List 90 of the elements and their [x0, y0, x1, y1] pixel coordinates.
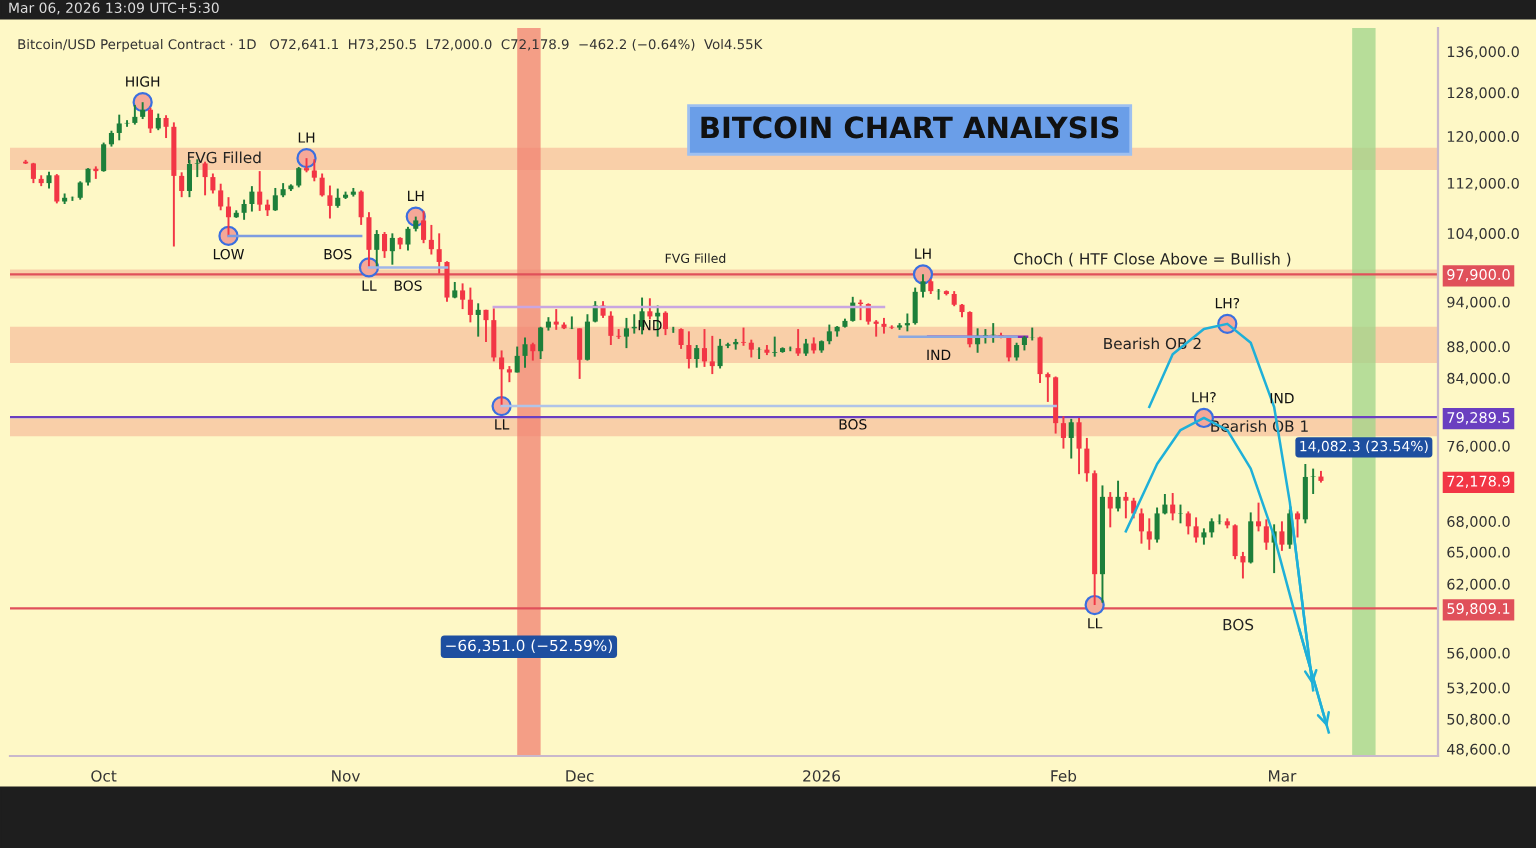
candlestick — [483, 308, 489, 343]
candlestick — [179, 171, 185, 199]
candlestick — [717, 337, 723, 370]
candlestick — [1209, 517, 1215, 539]
candlestick — [1068, 417, 1074, 460]
candlestick — [701, 328, 708, 368]
candlestick — [912, 286, 918, 326]
candlestick — [686, 330, 692, 370]
candlestick — [54, 173, 60, 205]
candlestick — [428, 223, 434, 256]
candlestick — [163, 114, 169, 140]
text: BITCOIN CHART ANALYSIS — [701, 116, 1119, 139]
candlestick — [1154, 506, 1160, 544]
candlestick — [826, 323, 832, 346]
candlestick — [694, 344, 700, 369]
candlestick — [1295, 510, 1301, 539]
candlestick — [1053, 375, 1059, 435]
candlestick — [1263, 518, 1269, 551]
candlestick — [389, 232, 395, 266]
candlestick — [405, 225, 411, 252]
candlestick — [740, 326, 747, 347]
candlestick — [366, 211, 372, 269]
candlestick — [1240, 550, 1246, 580]
candlestick — [1232, 523, 1238, 561]
candlestick — [584, 313, 590, 362]
candlestick — [77, 180, 83, 201]
candlestick — [257, 170, 263, 212]
candlestick — [538, 325, 544, 360]
candlestick — [1123, 491, 1129, 520]
candlestick — [272, 187, 278, 212]
candlestick — [1279, 520, 1285, 552]
candlestick — [1107, 491, 1113, 529]
candlestick — [296, 165, 302, 189]
candlestick — [608, 310, 614, 346]
candlestick — [1302, 463, 1308, 525]
candlestick — [444, 260, 450, 303]
candlestick — [616, 328, 622, 340]
candlestick — [475, 302, 481, 338]
candlestick — [756, 346, 762, 360]
candlestick — [358, 189, 364, 226]
candlestick — [491, 307, 497, 363]
candlestick — [904, 312, 910, 333]
candlestick — [678, 327, 684, 350]
candlestick — [623, 316, 629, 350]
candlestick — [499, 349, 505, 408]
candlestick — [865, 302, 871, 326]
candlestick — [1248, 511, 1254, 565]
candlestick — [662, 310, 669, 337]
candlestick — [522, 336, 528, 369]
candlestick — [1060, 415, 1066, 450]
candlestick — [335, 187, 341, 209]
candlestick — [202, 160, 208, 197]
candlestick — [795, 328, 801, 357]
candlestick — [577, 327, 583, 380]
candlestick — [514, 345, 520, 374]
candlestick — [327, 184, 333, 220]
candlestick — [709, 334, 715, 376]
candlestick — [1037, 335, 1043, 384]
candlestick — [1146, 517, 1152, 551]
candlestick — [421, 209, 427, 245]
candlestick — [553, 308, 559, 331]
candlestick — [147, 106, 153, 134]
candlestick — [1076, 417, 1082, 476]
candlestick — [873, 319, 879, 338]
candlestick — [225, 196, 232, 237]
candlestick — [1138, 507, 1145, 545]
candlestick — [920, 273, 926, 299]
candlestick — [647, 297, 653, 321]
candlestick — [1255, 501, 1262, 533]
candlestick — [311, 158, 317, 183]
candlestick — [218, 182, 224, 212]
candlestick — [249, 185, 255, 213]
candlestick — [772, 335, 778, 358]
candlestick — [374, 229, 380, 269]
candlestick — [1185, 510, 1191, 536]
candlestick — [467, 286, 473, 324]
candlestick — [210, 172, 216, 195]
candlestick — [101, 141, 107, 173]
candlestick — [241, 198, 247, 221]
candlestick — [1084, 436, 1090, 483]
candlestick — [116, 113, 122, 142]
candlestick — [1310, 467, 1316, 495]
candlestick — [1045, 371, 1051, 403]
candlestick — [319, 172, 325, 198]
candlestick — [1193, 516, 1199, 544]
candlestick — [132, 103, 138, 126]
candlestick — [436, 232, 442, 275]
candlestick — [382, 231, 388, 259]
candlestick — [460, 282, 466, 311]
candlestick — [1115, 479, 1121, 513]
